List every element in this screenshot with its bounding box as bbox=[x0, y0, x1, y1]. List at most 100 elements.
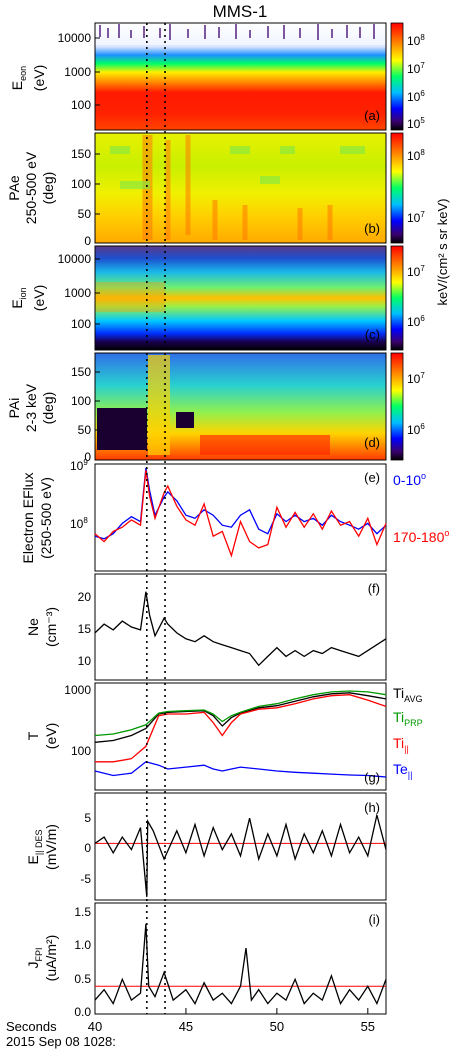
panel-e-tag: (e) bbox=[364, 470, 380, 485]
panel-d-ylabel-unit: (deg) bbox=[40, 392, 56, 425]
panel-d-yellow-block bbox=[148, 355, 170, 455]
panel-i-ytick: 0.0 bbox=[74, 1005, 91, 1019]
panel-c-ylabel: Eion bbox=[9, 287, 28, 308]
panel-e-ylabel: Electron EFlux bbox=[20, 472, 36, 563]
panel-g-ylabel: T bbox=[25, 731, 41, 740]
panel-d-ylabel-energy: 2-3 keV bbox=[23, 383, 39, 432]
panel-c-tag: (c) bbox=[365, 327, 380, 342]
panel-h-plot bbox=[94, 814, 387, 897]
time-tick-label: 40 bbox=[88, 1019, 102, 1034]
panel-g-ylabel-unit: (eV) bbox=[43, 723, 59, 749]
panel-i: 1.5 1.0 0.5 0.0 JFPI (uA/m²) (i) bbox=[25, 902, 387, 1019]
panel-d-yticks: 150 100 50 0 bbox=[71, 365, 100, 464]
time-axis: Seconds 2015 Sep 08 1028: 40 45 50 55 bbox=[6, 1008, 375, 1049]
time-tick-label: 55 bbox=[361, 1019, 375, 1034]
panel-g-frame bbox=[94, 682, 387, 791]
time-axis-date: 2015 Sep 08 1028: bbox=[6, 1034, 116, 1049]
panel-d-black-block bbox=[97, 408, 147, 450]
panel-e-plot bbox=[94, 467, 387, 558]
panel-h: 5 0 -5 E|| DES (mV/m) (h) bbox=[25, 792, 387, 901]
panel-b-cbar-tick: 107 bbox=[407, 210, 425, 225]
panel-b-cbar-tick: 108 bbox=[407, 148, 425, 163]
panel-d-ytick: 150 bbox=[71, 365, 91, 379]
panel-i-series-0 bbox=[94, 923, 387, 1006]
panel-g-legend-ti-avg: TiAVG bbox=[393, 685, 423, 704]
panel-d-ytick: 100 bbox=[71, 394, 91, 408]
panel-e-legend-parallel: 0-10o bbox=[393, 471, 426, 488]
panel-b-yticks: 150 100 50 0 bbox=[71, 147, 100, 248]
panel-f-ytick: 20 bbox=[78, 590, 92, 604]
panel-e-legend-antiparallel: 170-180o bbox=[393, 528, 449, 545]
panel-c-yticks: 10000 1000 100 bbox=[58, 252, 100, 331]
panel-g-plot bbox=[94, 690, 387, 778]
panel-a-ytick: 10000 bbox=[58, 31, 92, 45]
panel-a-colorbar bbox=[390, 22, 404, 131]
panel-f: 20 15 10 Ne (cm⁻³) (f) bbox=[25, 573, 387, 681]
panel-g-series-1 bbox=[94, 690, 387, 737]
panel-g-legend-ti-prp: TiPRP bbox=[393, 709, 423, 728]
panel-d: 150 100 50 0 PAi 2-3 keV (deg) (d) 107 1… bbox=[6, 352, 425, 464]
panel-b-tag: (b) bbox=[364, 221, 380, 236]
panel-g-tag: (g) bbox=[364, 770, 380, 785]
panel-i-ytick: 0.5 bbox=[74, 972, 91, 986]
panel-d-cbar-ticks: 107 106 bbox=[407, 371, 425, 437]
panel-b-colorbar bbox=[390, 132, 404, 244]
panel-e-ytick: 109 bbox=[70, 458, 88, 473]
panel-d-colorbar bbox=[390, 352, 404, 461]
panel-a-ylabel-unit: (eV) bbox=[31, 65, 47, 91]
panel-d-red-block bbox=[200, 435, 330, 455]
panel-d-tag: (d) bbox=[364, 435, 380, 450]
panel-f-ytick: 10 bbox=[78, 654, 92, 668]
panel-b-cbar-ticks: 108 107 bbox=[407, 148, 425, 225]
figure-title: MMS-1 bbox=[213, 2, 268, 21]
panel-a: 10000 1000 100 Eeon (eV) (a) 108 107 106… bbox=[9, 22, 425, 131]
panel-a-cbar-tick: 106 bbox=[407, 89, 425, 104]
panel-c-cbar-ticks: 107 106 bbox=[407, 264, 425, 329]
panel-g-series-2 bbox=[95, 694, 387, 763]
panel-b-ytick: 50 bbox=[78, 207, 92, 221]
panel-a-cbar-tick: 108 bbox=[407, 33, 425, 48]
panel-h-ytick: -5 bbox=[80, 872, 91, 886]
panel-d-ylabel: PAi bbox=[6, 398, 22, 419]
panel-a-ylabel: Eeon bbox=[9, 66, 28, 90]
panel-f-ylabel-unit: (cm⁻³) bbox=[43, 607, 59, 647]
panel-h-ylabel-unit: (mV/m) bbox=[43, 824, 59, 870]
panel-g-series-3 bbox=[94, 761, 387, 778]
panel-c-spectrogram bbox=[95, 246, 386, 350]
panel-h-ylabel: E|| DES bbox=[25, 829, 44, 864]
panel-b: 150 100 50 0 PAe 250-500 eV (deg) (b) 10… bbox=[6, 132, 425, 248]
panel-h-tag: (h) bbox=[364, 800, 380, 815]
panel-i-ytick: 1.0 bbox=[74, 938, 91, 952]
panel-d-cbar-tick: 107 bbox=[407, 371, 425, 386]
panel-i-tag: (i) bbox=[368, 912, 380, 927]
panel-f-tag: (f) bbox=[368, 581, 380, 596]
panel-b-ytick: 100 bbox=[71, 177, 91, 191]
panel-f-frame bbox=[94, 573, 387, 681]
panel-b-ylabel-unit: (deg) bbox=[40, 172, 56, 205]
panel-e-series-1 bbox=[94, 470, 387, 558]
panel-i-frame bbox=[94, 902, 387, 1015]
panel-b-ylabel-energy: 250-500 eV bbox=[23, 151, 39, 224]
panel-c-early-band bbox=[95, 282, 165, 312]
panel-i-ylabel-unit: (uA/m²) bbox=[43, 935, 59, 982]
panel-f-ytick: 15 bbox=[78, 622, 92, 636]
panel-c-cbar-tick: 107 bbox=[407, 264, 425, 279]
time-axis-label: Seconds bbox=[6, 1019, 57, 1034]
panel-f-series-0 bbox=[94, 591, 387, 667]
panel-a-cbar-ticks: 108 107 106 105 bbox=[407, 33, 425, 131]
panel-h-ytick: 5 bbox=[84, 811, 91, 825]
panel-a-tag: (a) bbox=[364, 108, 380, 123]
panel-c-colorbar bbox=[390, 245, 404, 351]
panel-d-black-block bbox=[176, 412, 194, 428]
panel-e-series-0 bbox=[94, 467, 387, 540]
panel-a-dark-band bbox=[95, 23, 386, 45]
colorbar-unit-label: keV/(cm² s sr keV) bbox=[435, 199, 450, 306]
panel-a-ytick: 1000 bbox=[64, 65, 91, 79]
panel-g-legend-ti-par: Ti|| bbox=[393, 735, 409, 754]
panel-e-ytick: 108 bbox=[70, 516, 88, 531]
panel-f-ylabel: Ne bbox=[25, 618, 41, 636]
panel-a-cbar-tick: 105 bbox=[407, 116, 425, 131]
panel-g-series-0 bbox=[94, 692, 387, 743]
panel-i-ytick: 1.5 bbox=[74, 905, 91, 919]
